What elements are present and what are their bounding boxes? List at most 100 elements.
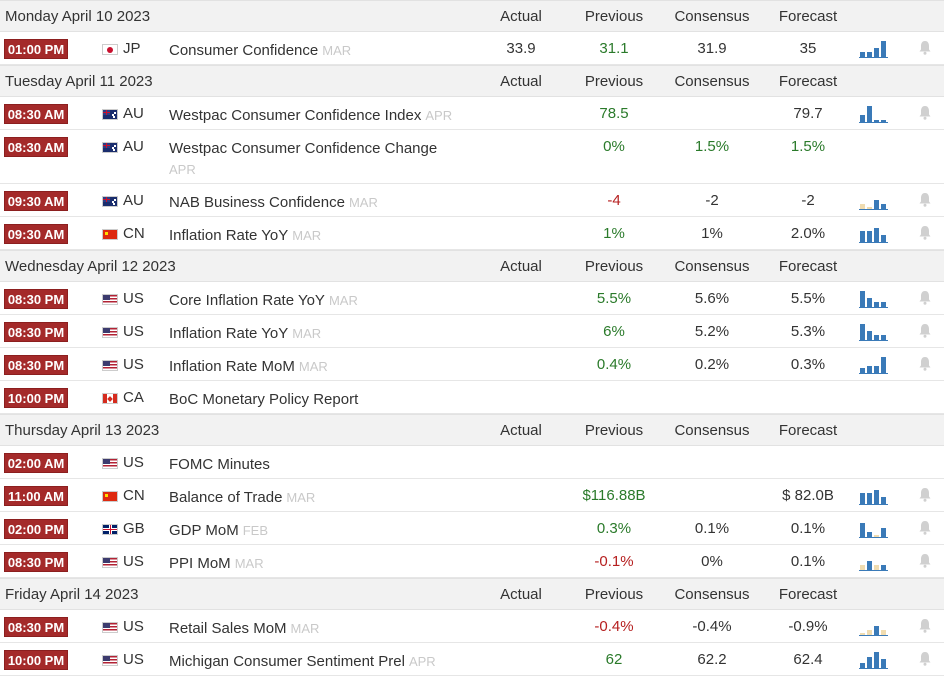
event-name[interactable]: Michigan Consumer Sentiment Prel APR bbox=[169, 651, 469, 672]
event-title[interactable]: Inflation Rate YoY bbox=[169, 325, 289, 342]
event-row[interactable]: 02:00 PM GB GDP MoM FEB 0.3% 0.1% 0.1% bbox=[0, 512, 944, 545]
country-code: US bbox=[123, 454, 144, 471]
forecast-value: 62.4 bbox=[793, 651, 823, 668]
previous-value: -0.1% bbox=[594, 553, 634, 570]
bell-icon[interactable] bbox=[918, 290, 932, 306]
previous-value: 78.5 bbox=[599, 105, 629, 122]
sparkline-bar bbox=[881, 335, 886, 340]
event-name[interactable]: Inflation Rate YoY MAR bbox=[169, 225, 469, 246]
bell-icon[interactable] bbox=[918, 553, 932, 569]
event-title[interactable]: Consumer Confidence bbox=[169, 42, 319, 59]
sparkline-chart-icon[interactable] bbox=[859, 487, 889, 505]
event-row[interactable]: 09:30 AM CN Inflation Rate YoY MAR 1% 1% 2.0% bbox=[0, 217, 944, 250]
bell-icon[interactable] bbox=[918, 40, 932, 56]
sparkline-bar bbox=[860, 115, 865, 122]
flag-us-icon bbox=[102, 294, 118, 305]
country-code: CA bbox=[123, 389, 144, 406]
event-row[interactable]: 08:30 PM US Core Inflation Rate YoY MAR 5.5%… bbox=[0, 282, 944, 315]
column-header-forecast: Forecast bbox=[778, 258, 838, 275]
event-row[interactable]: 01:00 PM JP Consumer Confidence MAR 33.9 31.1… bbox=[0, 32, 944, 65]
sparkline-bar bbox=[881, 497, 886, 504]
event-title[interactable]: Core Inflation Rate YoY bbox=[169, 292, 325, 309]
sparkline-chart-icon[interactable] bbox=[859, 40, 889, 58]
event-row[interactable]: 11:00 AM CN Balance of Trade MAR $116.88B $ 8… bbox=[0, 479, 944, 512]
bell-icon[interactable] bbox=[918, 520, 932, 536]
column-header-forecast: Forecast bbox=[778, 422, 838, 439]
economic-calendar: Monday April 10 2023 Actual Previous Consen… bbox=[0, 0, 944, 676]
sparkline-chart-icon[interactable] bbox=[859, 618, 889, 636]
country-code: AU bbox=[123, 192, 144, 209]
sparkline-chart-icon[interactable] bbox=[859, 553, 889, 571]
sparkline-chart-icon[interactable] bbox=[859, 105, 889, 123]
sparkline-chart-icon[interactable] bbox=[859, 651, 889, 669]
event-title[interactable]: Inflation Rate YoY bbox=[169, 227, 289, 244]
event-row[interactable]: 09:30 AM AU NAB Business Confidence MAR -4 -2… bbox=[0, 184, 944, 217]
sparkline-bar bbox=[860, 663, 865, 668]
event-name[interactable]: Retail Sales MoM MAR bbox=[169, 618, 469, 639]
bell-icon[interactable] bbox=[918, 105, 932, 121]
event-row[interactable]: 08:30 PM US Inflation Rate YoY MAR 6% 5.2% 5.3… bbox=[0, 315, 944, 348]
day-date: Tuesday April 11 2023 bbox=[5, 73, 153, 90]
sparkline-chart-icon[interactable] bbox=[859, 323, 889, 341]
sparkline-chart-icon[interactable] bbox=[859, 290, 889, 308]
event-name[interactable]: Westpac Consumer Confidence Index APR bbox=[169, 105, 469, 126]
event-name[interactable]: BoC Monetary Policy Report bbox=[169, 389, 469, 410]
bell-icon[interactable] bbox=[918, 225, 932, 241]
forecast-value: 2.0% bbox=[790, 225, 826, 242]
forecast-value: 5.5% bbox=[790, 290, 826, 307]
event-title[interactable]: NAB Business Confidence bbox=[169, 194, 345, 211]
event-row[interactable]: 10:00 PM CA BoC Monetary Policy Report bbox=[0, 381, 944, 414]
event-title[interactable]: GDP MoM bbox=[169, 522, 239, 539]
sparkline-bar bbox=[867, 331, 872, 340]
event-name[interactable]: Inflation Rate YoY MAR bbox=[169, 323, 469, 344]
event-title[interactable]: Michigan Consumer Sentiment Prel bbox=[169, 653, 405, 670]
bell-icon[interactable] bbox=[918, 356, 932, 372]
sparkline-chart-icon[interactable] bbox=[859, 520, 889, 538]
consensus-value: 62.2 bbox=[697, 651, 727, 668]
event-name[interactable]: NAB Business Confidence MAR bbox=[169, 192, 469, 213]
event-title[interactable]: FOMC Minutes bbox=[169, 456, 270, 473]
sparkline-chart-icon[interactable] bbox=[859, 356, 889, 374]
column-header-previous: Previous bbox=[584, 258, 644, 275]
event-row[interactable]: 10:00 PM US Michigan Consumer Sentiment Pr… bbox=[0, 643, 944, 676]
bell-icon[interactable] bbox=[918, 487, 932, 503]
event-name[interactable]: PPI MoM MAR bbox=[169, 553, 469, 574]
country-code: CN bbox=[123, 487, 145, 504]
event-title[interactable]: Balance of Trade bbox=[169, 489, 283, 506]
event-reference-period: APR bbox=[169, 162, 196, 177]
event-title[interactable]: Westpac Consumer Confidence Index bbox=[169, 107, 422, 124]
bell-icon[interactable] bbox=[918, 323, 932, 339]
event-title[interactable]: Retail Sales MoM bbox=[169, 620, 287, 637]
event-name[interactable]: Inflation Rate MoM MAR bbox=[169, 356, 469, 377]
sparkline-chart-icon[interactable] bbox=[859, 225, 889, 243]
event-name[interactable]: Westpac Consumer Confidence Change APR bbox=[169, 138, 469, 180]
event-row[interactable]: 08:30 AM AU Westpac Consumer Confidence Ch… bbox=[0, 130, 944, 184]
event-title[interactable]: PPI MoM bbox=[169, 555, 231, 572]
event-name[interactable]: Balance of Trade MAR bbox=[169, 487, 469, 508]
event-name[interactable]: Consumer Confidence MAR bbox=[169, 40, 469, 61]
event-row[interactable]: 08:30 AM AU Westpac Consumer Confidence In… bbox=[0, 97, 944, 130]
event-row[interactable]: 08:30 PM US PPI MoM MAR -0.1% 0% 0.1% bbox=[0, 545, 944, 578]
sparkline-bar bbox=[860, 523, 865, 537]
consensus-value: 5.6% bbox=[694, 290, 730, 307]
bell-icon[interactable] bbox=[918, 651, 932, 667]
flag-us-icon bbox=[102, 622, 118, 633]
column-header-previous: Previous bbox=[584, 73, 644, 90]
event-name[interactable]: GDP MoM FEB bbox=[169, 520, 469, 541]
event-time-badge: 08:30 PM bbox=[4, 552, 68, 572]
sparkline-bar bbox=[881, 565, 886, 570]
event-title[interactable]: Inflation Rate MoM bbox=[169, 358, 295, 375]
event-row[interactable]: 02:00 AM US FOMC Minutes bbox=[0, 446, 944, 479]
sparkline-chart-icon[interactable] bbox=[859, 192, 889, 210]
event-row[interactable]: 08:30 PM US Inflation Rate MoM MAR 0.4% 0.2% 0… bbox=[0, 348, 944, 381]
event-title[interactable]: BoC Monetary Policy Report bbox=[169, 391, 359, 408]
event-title[interactable]: Westpac Consumer Confidence Change bbox=[169, 140, 438, 157]
event-row[interactable]: 08:30 PM US Retail Sales MoM MAR -0.4% -0.4% -… bbox=[0, 610, 944, 643]
bell-icon[interactable] bbox=[918, 192, 932, 208]
consensus-value: 0.2% bbox=[694, 356, 730, 373]
event-reference-period: MAR bbox=[292, 228, 322, 243]
event-name[interactable]: FOMC Minutes bbox=[169, 454, 469, 475]
bell-icon[interactable] bbox=[918, 618, 932, 634]
event-name[interactable]: Core Inflation Rate YoY MAR bbox=[169, 290, 469, 311]
sparkline-bar bbox=[874, 535, 879, 537]
